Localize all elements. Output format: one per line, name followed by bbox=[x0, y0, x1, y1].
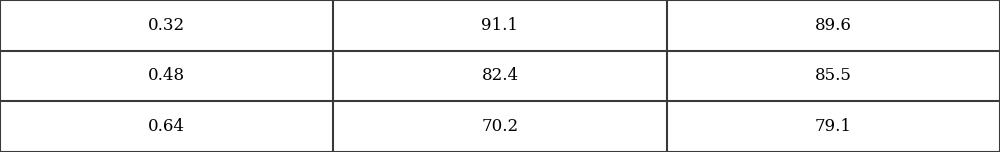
Text: 82.4: 82.4 bbox=[481, 67, 519, 85]
Text: 85.5: 85.5 bbox=[815, 67, 852, 85]
Text: 70.2: 70.2 bbox=[481, 118, 519, 135]
Text: 89.6: 89.6 bbox=[815, 17, 852, 34]
Text: 0.32: 0.32 bbox=[148, 17, 185, 34]
Text: 91.1: 91.1 bbox=[482, 17, 518, 34]
Text: 79.1: 79.1 bbox=[815, 118, 852, 135]
Text: 0.64: 0.64 bbox=[148, 118, 185, 135]
Text: 0.48: 0.48 bbox=[148, 67, 185, 85]
